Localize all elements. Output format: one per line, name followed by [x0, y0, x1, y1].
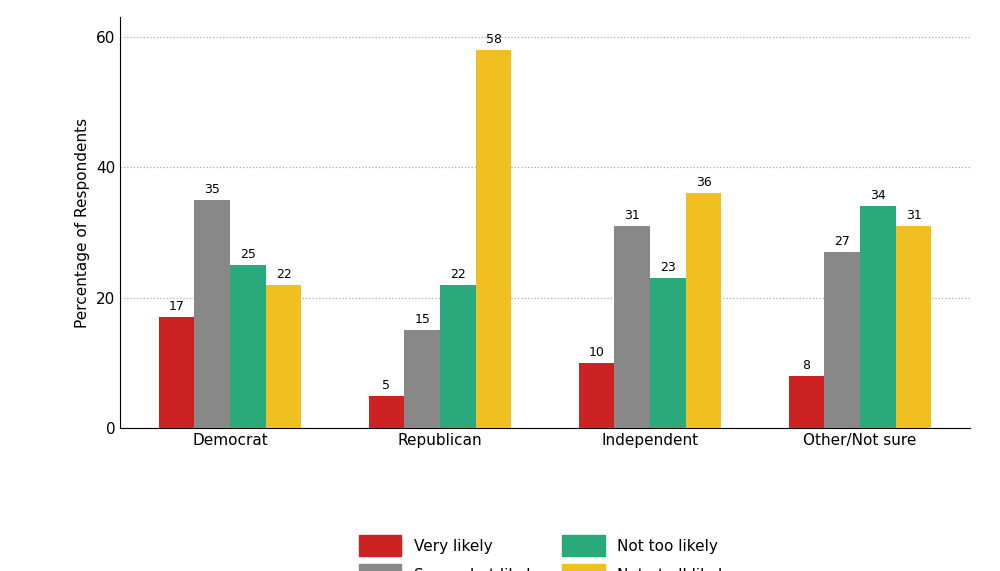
Bar — [650, 278, 686, 428]
Bar — [686, 194, 721, 428]
Text: 31: 31 — [906, 209, 921, 222]
Bar — [476, 50, 511, 428]
Text: 27: 27 — [834, 235, 850, 248]
Bar — [860, 206, 896, 428]
Bar — [404, 331, 440, 428]
Y-axis label: Percentage of Respondents: Percentage of Respondents — [75, 118, 90, 328]
Text: 22: 22 — [450, 268, 466, 281]
Text: 23: 23 — [660, 262, 676, 274]
Text: 25: 25 — [240, 248, 256, 261]
Bar — [579, 363, 614, 428]
Bar — [159, 317, 194, 428]
Text: 36: 36 — [696, 176, 711, 190]
Bar — [194, 200, 230, 428]
Bar — [440, 285, 476, 428]
Text: 22: 22 — [276, 268, 291, 281]
Bar — [266, 285, 301, 428]
Text: 35: 35 — [204, 183, 220, 196]
Text: 58: 58 — [486, 33, 502, 46]
Bar — [614, 226, 650, 428]
Bar — [230, 265, 266, 428]
Bar — [789, 376, 824, 428]
Bar — [896, 226, 931, 428]
Bar — [369, 396, 404, 428]
Legend: Very likely, Somewhat likely, Not too likely, Not at all likely: Very likely, Somewhat likely, Not too li… — [351, 527, 739, 571]
Text: 10: 10 — [589, 346, 604, 359]
Text: 34: 34 — [870, 190, 886, 203]
Text: 8: 8 — [802, 359, 810, 372]
Bar — [824, 252, 860, 428]
Text: 15: 15 — [414, 313, 430, 327]
Text: 17: 17 — [169, 300, 184, 313]
Text: 31: 31 — [624, 209, 640, 222]
Text: 5: 5 — [382, 379, 390, 392]
